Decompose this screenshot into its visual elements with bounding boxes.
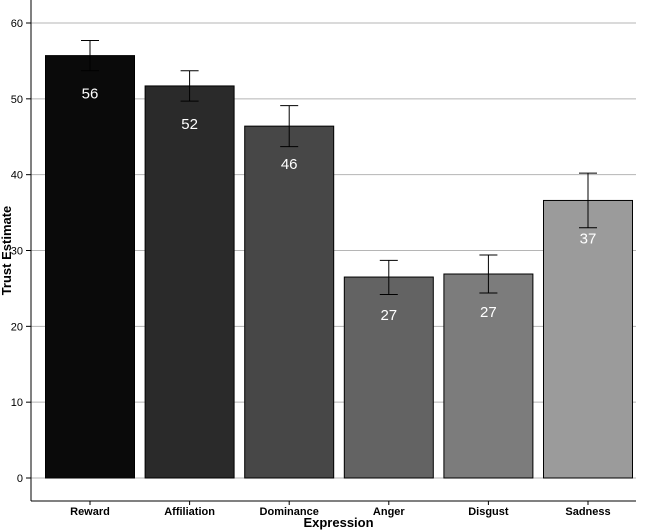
axes (26, 0, 636, 505)
x-axis-title: Expression (303, 515, 373, 530)
x-category-label-anger: Anger (373, 506, 406, 518)
data-label-dominance: 46 (281, 156, 298, 173)
y-axis-title: Trust Estimate (0, 206, 14, 296)
x-category-label-dominance: Dominance (260, 506, 319, 518)
error-bar-affiliation (180, 70, 199, 102)
error-bar-anger (379, 259, 398, 295)
x-category-label-affiliation: Affiliation (164, 506, 215, 518)
bar-disgust (443, 273, 534, 479)
error-bars (81, 39, 597, 295)
error-bar-disgust (479, 254, 498, 294)
y-tick-label: 40 (11, 170, 23, 182)
bar-anger (343, 276, 434, 479)
bar-reward (45, 55, 135, 479)
y-tick-label: 20 (11, 321, 23, 333)
y-tick-label: 50 (11, 94, 23, 106)
error-bar-dominance (280, 105, 299, 148)
y-tick-label: 0 (17, 473, 23, 485)
data-label-sadness: 37 (580, 230, 597, 247)
data-labels: 56 52 46 27 27 37 (82, 86, 597, 324)
y-tick-label: 60 (11, 18, 23, 30)
y-tick-label: 30 (11, 246, 23, 258)
bar-dominance (244, 125, 335, 479)
error-bar-reward (81, 39, 99, 72)
y-tick-label: 10 (11, 397, 23, 409)
y-tick-labels: 0 10 20 30 40 50 60 (11, 18, 23, 485)
data-label-disgust: 27 (480, 304, 497, 321)
error-bar-sadness (579, 172, 597, 229)
bar-affiliation (144, 85, 235, 479)
x-category-label-sadness: Sadness (565, 506, 610, 518)
data-label-anger: 27 (380, 307, 397, 324)
data-label-affiliation: 52 (181, 116, 198, 133)
data-label-reward: 56 (82, 86, 99, 103)
bars (45, 55, 633, 479)
x-category-labels: Reward Affiliation Dominance Anger Disgust Sa… (70, 506, 611, 518)
x-category-label-disgust: Disgust (468, 506, 509, 518)
x-category-label-reward: Reward (70, 506, 110, 518)
bar-sadness (543, 199, 633, 479)
